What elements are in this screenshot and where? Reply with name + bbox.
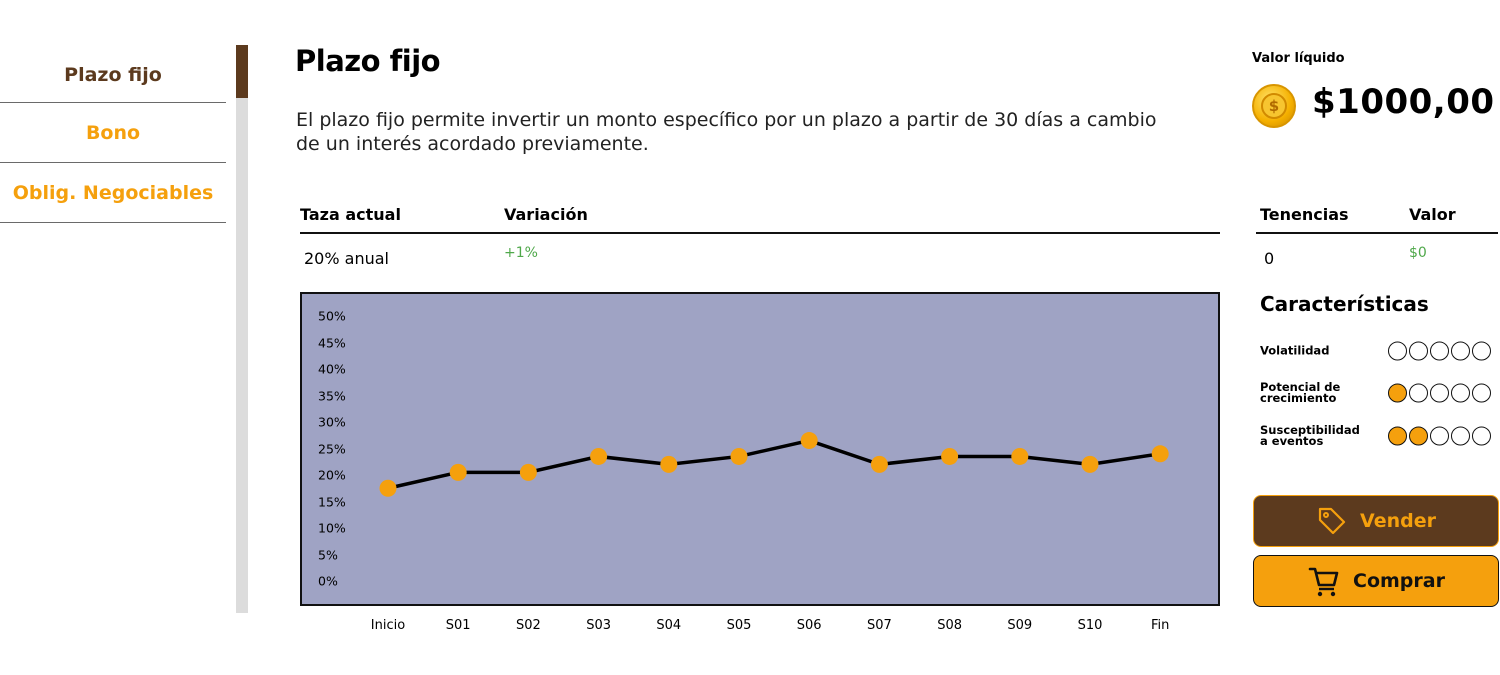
variation-value: +1% xyxy=(504,245,538,261)
data-point xyxy=(590,447,608,465)
rating-dot-empty xyxy=(1430,383,1449,403)
page-title: Plazo fijo xyxy=(295,44,441,78)
characteristic-row: Potencial de crecimiento xyxy=(1260,378,1500,408)
rating-dot-filled xyxy=(1388,383,1407,403)
y-tick-label: 45% xyxy=(318,335,346,350)
holdings-header: Tenencias xyxy=(1260,205,1349,224)
y-tick-label: 35% xyxy=(318,388,346,403)
characteristic-row: Susceptibilidad a eventos xyxy=(1260,421,1500,451)
rating-dots xyxy=(1388,383,1491,403)
data-point xyxy=(519,463,537,481)
x-tick-label: S02 xyxy=(515,618,541,633)
rating-dot-empty xyxy=(1430,341,1449,361)
data-point xyxy=(379,479,397,497)
sidebar-item-bono[interactable]: Bono xyxy=(0,103,226,163)
data-point xyxy=(1011,447,1029,465)
x-tick-label: S06 xyxy=(796,618,822,633)
series-line xyxy=(387,438,1161,490)
y-tick-label: 15% xyxy=(318,494,346,509)
y-tick-label: 20% xyxy=(318,467,346,483)
rating-dots xyxy=(1388,341,1491,361)
rate-chart-plot xyxy=(379,432,1169,497)
characteristic-label: Volatilidad xyxy=(1260,343,1330,358)
x-tick-label: S08 xyxy=(937,618,962,633)
wallet-balance: $1000,00 xyxy=(1312,82,1495,122)
data-point xyxy=(449,463,467,481)
data-point xyxy=(730,447,748,465)
characteristics-title: Características xyxy=(1260,292,1429,316)
page-description: El plazo fijo permite invertir un monto … xyxy=(296,109,1157,155)
data-point xyxy=(941,447,959,465)
wallet-label: Valor líquido xyxy=(1252,51,1345,66)
characteristic-row: Volatilidad xyxy=(1260,336,1500,366)
holdings-table-row: 0 $0 xyxy=(1256,244,1498,274)
x-tick-label: S07 xyxy=(866,618,892,633)
x-tick-label: S09 xyxy=(1007,618,1033,633)
x-tick-label: S10 xyxy=(1077,618,1103,633)
rating-dot-empty xyxy=(1451,426,1470,446)
rate-chart: 0% 5% 10% 15% 20% 25% 30% 35% 40% 45% 50% xyxy=(300,292,1220,606)
rating-dots xyxy=(1388,426,1491,446)
sidebar-item-plazo-fijo[interactable]: Plazo fijo xyxy=(0,48,226,103)
chart-x-axis: Inicio S01 S02 S03 S04 S05 S06 S07 S08 S09 S10 Fin xyxy=(300,618,1220,640)
rating-dot-empty xyxy=(1472,426,1491,446)
rating-dot-empty xyxy=(1430,426,1449,446)
scrollbar-thumb[interactable] xyxy=(236,45,248,98)
cart-icon xyxy=(1308,567,1339,597)
value-header: Valor xyxy=(1409,205,1456,224)
rate-table-header: Taza actual Variación xyxy=(300,202,1220,234)
x-tick-label: S05 xyxy=(726,618,752,633)
rating-dot-empty xyxy=(1388,341,1407,361)
data-point xyxy=(1081,455,1099,473)
characteristic-label: Potencial de crecimiento xyxy=(1260,380,1341,405)
coin-symbol: $ xyxy=(1261,93,1287,119)
rate-table-row: 20% anual +1% xyxy=(300,244,1220,274)
coin-icon: $ xyxy=(1252,84,1296,128)
x-tick-label: Fin xyxy=(1150,618,1170,633)
rating-dot-empty xyxy=(1451,383,1470,403)
rating-dot-empty xyxy=(1472,383,1491,403)
buy-button-label: Comprar xyxy=(1353,570,1445,592)
rating-dot-empty xyxy=(1451,341,1470,361)
sidebar-item-oblig-negociables[interactable]: Oblig. Negociables xyxy=(0,163,226,223)
data-point xyxy=(1151,445,1169,463)
sell-button-label: Vender xyxy=(1360,510,1436,532)
rating-dot-empty xyxy=(1409,383,1428,403)
current-rate-header: Taza actual xyxy=(300,205,401,224)
data-point xyxy=(660,455,678,473)
y-tick-label: 40% xyxy=(318,361,346,377)
y-tick-label: 5% xyxy=(318,547,338,562)
holdings-value: 0 xyxy=(1264,249,1275,268)
x-tick-label: S03 xyxy=(586,618,611,633)
variation-header: Variación xyxy=(504,205,588,224)
holdings-valuation: $0 xyxy=(1409,245,1427,261)
characteristic-label: Susceptibilidad a eventos xyxy=(1260,423,1360,448)
sell-button[interactable]: Vender xyxy=(1253,495,1499,547)
y-tick-label: 0% xyxy=(318,573,338,589)
sidebar: Plazo fijo Bono Oblig. Negociables xyxy=(0,48,226,223)
sidebar-scrollbar[interactable] xyxy=(236,45,248,613)
rating-dot-filled xyxy=(1409,426,1428,446)
current-rate-value: 20% anual xyxy=(304,249,389,268)
rating-dot-empty xyxy=(1409,341,1428,361)
x-tick-label: Inicio xyxy=(370,618,406,633)
holdings-table-header: Tenencias Valor xyxy=(1256,202,1498,234)
rating-dot-filled xyxy=(1388,426,1407,446)
buy-button[interactable]: Comprar xyxy=(1253,555,1499,607)
y-tick-label: 30% xyxy=(318,414,346,430)
tag-icon xyxy=(1318,507,1346,535)
rating-dot-empty xyxy=(1472,341,1491,361)
x-tick-label: S01 xyxy=(445,618,471,633)
data-point xyxy=(870,455,888,473)
y-tick-label: 25% xyxy=(318,441,346,456)
x-tick-label: S04 xyxy=(656,618,682,633)
y-tick-label: 50% xyxy=(318,308,346,324)
data-point xyxy=(800,432,818,450)
y-tick-label: 10% xyxy=(318,520,346,536)
